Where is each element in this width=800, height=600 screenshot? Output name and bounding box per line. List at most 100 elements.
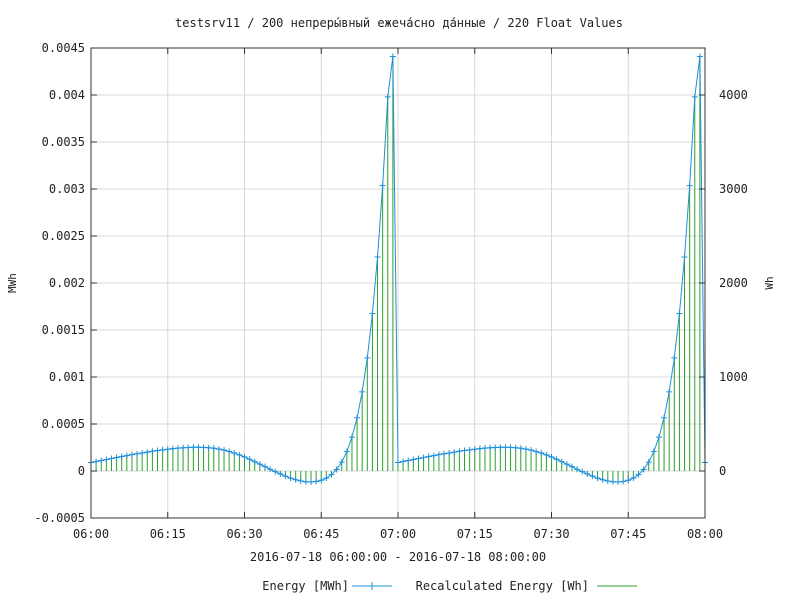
energy-point xyxy=(568,463,575,470)
energy-point xyxy=(277,471,284,478)
energy-point xyxy=(297,477,304,484)
energy-point xyxy=(215,446,222,453)
energy-point xyxy=(441,450,448,457)
energy-point xyxy=(308,478,315,485)
energy-point xyxy=(497,444,504,451)
y2-tick-label: 4000 xyxy=(719,88,748,102)
energy-point xyxy=(379,182,386,189)
x-axis: 06:00 06:15 06:30 06:45 07:00 07:15 07:30 07:45… xyxy=(73,48,723,541)
y-tick-label: 0.0015 xyxy=(42,323,85,337)
energy-point xyxy=(164,446,171,453)
energy-point xyxy=(481,445,488,452)
energy-point xyxy=(599,476,606,483)
energy-point xyxy=(400,458,407,465)
energy-point xyxy=(466,446,473,453)
energy-point xyxy=(113,454,120,461)
legend-label-recalculated: Recalculated Energy [Wh] xyxy=(416,579,589,593)
energy-point xyxy=(528,447,535,454)
energy-point xyxy=(144,449,151,456)
energy-point xyxy=(246,456,253,463)
energy-point xyxy=(169,445,176,452)
y2-tick-label: 0 xyxy=(719,464,726,478)
energy-point xyxy=(159,446,166,453)
x-tick-label: 06:45 xyxy=(303,527,339,541)
energy-point xyxy=(190,444,197,451)
energy-point xyxy=(492,444,499,451)
energy-point xyxy=(563,461,570,468)
x-tick-label: 07:45 xyxy=(610,527,646,541)
x-tick-label: 06:15 xyxy=(150,527,186,541)
energy-point xyxy=(149,448,156,455)
energy-point xyxy=(272,468,279,475)
energy-point xyxy=(410,456,417,463)
energy-point xyxy=(226,448,233,455)
x-tick-label: 06:30 xyxy=(226,527,262,541)
energy-point xyxy=(364,354,371,361)
energy-point xyxy=(446,449,453,456)
energy-point xyxy=(517,445,524,452)
energy-point xyxy=(108,455,115,462)
y-tick-label: 0.003 xyxy=(49,182,85,196)
energy-point xyxy=(200,444,207,451)
energy-point xyxy=(604,477,611,484)
energy-point xyxy=(589,473,596,480)
energy-point xyxy=(354,414,361,421)
energy-point xyxy=(118,453,125,460)
energy-point xyxy=(93,458,100,465)
x-tick-label: 06:00 xyxy=(73,527,109,541)
energy-point xyxy=(471,446,478,453)
energy-point xyxy=(134,450,141,457)
x-tick-label: 07:30 xyxy=(533,527,569,541)
energy-point xyxy=(615,478,622,485)
y-axis-right: 0 1000 2000 3000 4000 xyxy=(699,88,748,478)
energy-point xyxy=(292,476,299,483)
energy-point xyxy=(231,450,238,457)
legend-marker-energy xyxy=(368,582,376,590)
energy-point xyxy=(620,478,627,485)
energy-point xyxy=(323,475,330,482)
energy-point xyxy=(538,450,545,457)
energy-point xyxy=(522,446,529,453)
y-tick-label: 0.0045 xyxy=(42,41,85,55)
energy-point xyxy=(328,471,335,478)
energy-point xyxy=(267,466,274,473)
energy-point xyxy=(625,477,632,484)
energy-point xyxy=(318,477,325,484)
energy-point xyxy=(210,445,217,452)
y-tick-label: 0.0005 xyxy=(42,417,85,431)
energy-point xyxy=(261,463,268,470)
energy-point xyxy=(389,53,396,60)
energy-point xyxy=(338,459,345,466)
energy-point xyxy=(98,457,105,464)
energy-point xyxy=(650,448,657,455)
energy-point xyxy=(430,452,437,459)
energy-point xyxy=(395,459,401,466)
energy-point xyxy=(374,253,381,260)
energy-point xyxy=(609,478,616,485)
energy-point xyxy=(640,466,647,473)
energy-point xyxy=(676,310,683,317)
energy-point xyxy=(691,93,698,100)
y2-tick-label: 3000 xyxy=(719,182,748,196)
energy-point xyxy=(282,473,289,480)
energy-point xyxy=(384,93,391,100)
energy-point xyxy=(313,478,320,485)
energy-point xyxy=(681,253,688,260)
energy-point xyxy=(123,452,130,459)
y-tick-label: 0.002 xyxy=(49,276,85,290)
chart-title: testsrv11 / 200 непреры́вный ежеча́сно д… xyxy=(175,16,623,30)
energy-point xyxy=(671,354,678,361)
energy-point xyxy=(195,444,202,451)
energy-point xyxy=(543,451,550,458)
energy-point xyxy=(661,414,668,421)
x-tick-label: 07:00 xyxy=(380,527,416,541)
energy-point xyxy=(359,388,366,395)
legend-label-energy: Energy [MWh] xyxy=(262,579,349,593)
energy-point xyxy=(548,453,555,460)
series-energy xyxy=(88,53,708,485)
y-tick-label: 0.004 xyxy=(49,88,85,102)
energy-point xyxy=(154,447,161,454)
energy-point xyxy=(476,445,483,452)
energy-point xyxy=(128,451,135,458)
